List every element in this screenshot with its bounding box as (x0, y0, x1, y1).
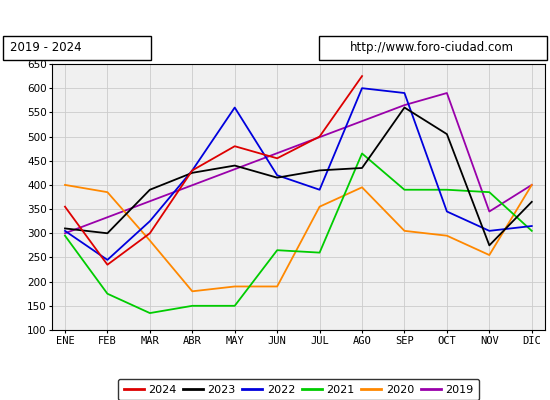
Text: Evolucion Nº Turistas Extranjeros en el municipio de Cehegín: Evolucion Nº Turistas Extranjeros en el … (36, 10, 514, 24)
Text: http://www.foro-ciudad.com: http://www.foro-ciudad.com (350, 41, 514, 54)
Legend: 2024, 2023, 2022, 2021, 2020, 2019: 2024, 2023, 2022, 2021, 2020, 2019 (118, 379, 479, 400)
Text: 2019 - 2024: 2019 - 2024 (10, 41, 81, 54)
Bar (3, 36, 151, 60)
Bar (319, 36, 547, 60)
